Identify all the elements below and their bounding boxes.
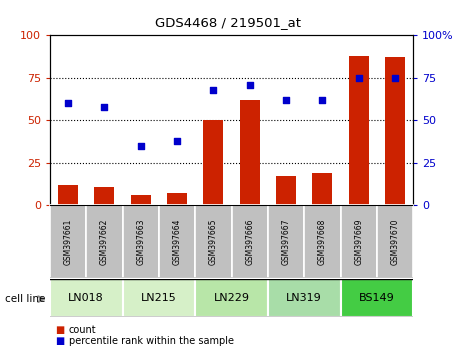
Bar [195, 205, 232, 278]
Text: GSM397667: GSM397667 [282, 218, 291, 265]
Bar [159, 205, 195, 278]
Bar [232, 205, 268, 278]
Bar [377, 205, 413, 278]
Text: GSM397662: GSM397662 [100, 218, 109, 265]
Bar [240, 100, 260, 205]
Point [64, 101, 72, 106]
Point [355, 75, 362, 81]
Text: GSM397670: GSM397670 [390, 218, 399, 265]
Text: count: count [69, 325, 96, 335]
Bar [268, 279, 341, 317]
Text: GDS4468 / 219501_at: GDS4468 / 219501_at [155, 16, 301, 29]
Point [319, 97, 326, 103]
Text: GSM397669: GSM397669 [354, 218, 363, 265]
Bar [123, 279, 195, 317]
Bar [313, 173, 332, 205]
Point [282, 97, 290, 103]
Text: ■: ■ [55, 336, 64, 346]
Bar [341, 205, 377, 278]
Text: GSM397666: GSM397666 [245, 218, 254, 265]
Bar [341, 279, 413, 317]
Point [173, 138, 181, 144]
Bar [349, 56, 369, 205]
Bar [131, 195, 151, 205]
Bar [268, 205, 304, 278]
Text: GSM397664: GSM397664 [172, 218, 181, 265]
Text: LN215: LN215 [141, 293, 177, 303]
Text: percentile rank within the sample: percentile rank within the sample [69, 336, 234, 346]
Text: GSM397668: GSM397668 [318, 218, 327, 265]
Bar [86, 205, 123, 278]
Bar [304, 205, 341, 278]
Bar [58, 185, 78, 205]
Text: GSM397665: GSM397665 [209, 218, 218, 265]
Text: GSM397661: GSM397661 [64, 218, 73, 265]
Text: GSM397663: GSM397663 [136, 218, 145, 265]
Bar [167, 193, 187, 205]
Bar [95, 187, 114, 205]
Point [137, 143, 144, 149]
Text: LN229: LN229 [214, 293, 249, 303]
Text: LN018: LN018 [68, 293, 104, 303]
Bar [195, 279, 268, 317]
Point [246, 82, 254, 87]
Text: BS149: BS149 [359, 293, 395, 303]
Bar [50, 205, 86, 278]
Point [209, 87, 217, 93]
Bar [385, 57, 405, 205]
Point [391, 75, 399, 81]
Bar [276, 176, 296, 205]
Text: LN319: LN319 [286, 293, 322, 303]
Text: cell line: cell line [5, 294, 45, 304]
Text: ■: ■ [55, 325, 64, 335]
Bar [203, 120, 223, 205]
Bar [123, 205, 159, 278]
Point [101, 104, 108, 110]
Bar [50, 279, 123, 317]
